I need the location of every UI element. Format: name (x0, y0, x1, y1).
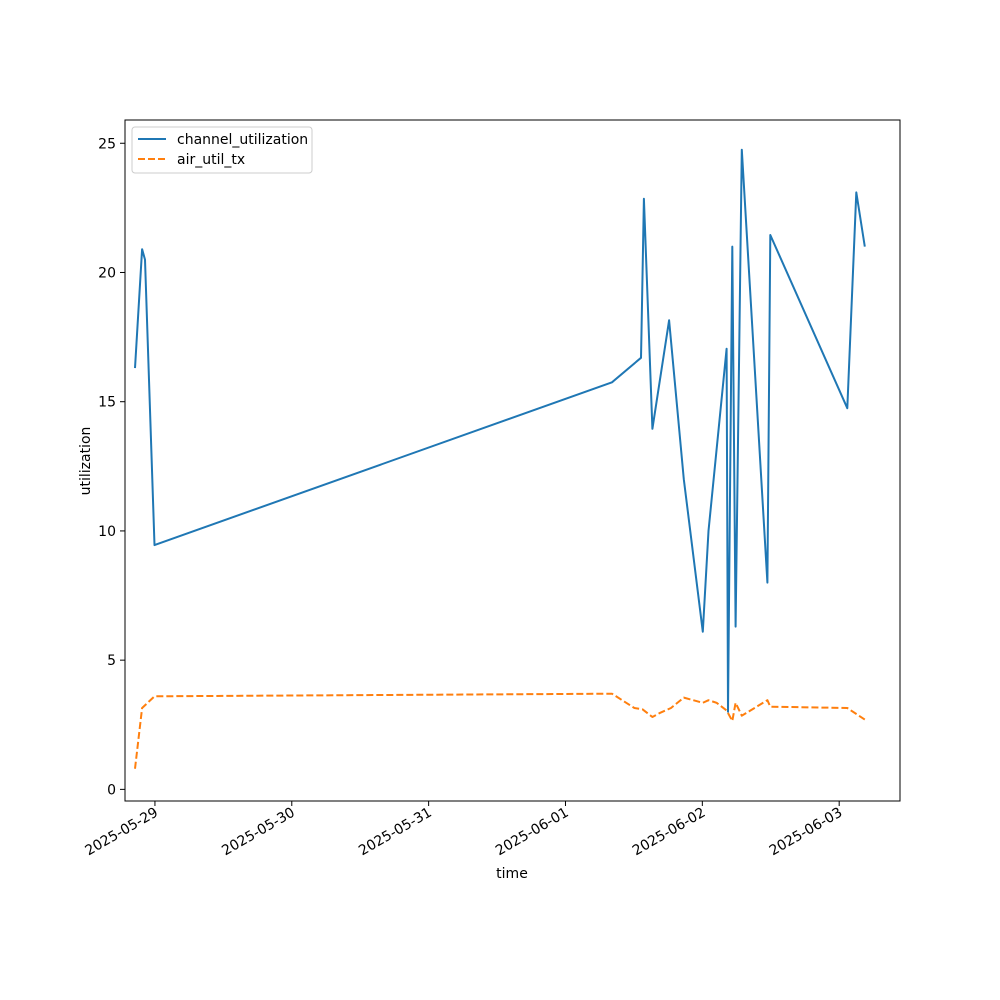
series-layer (134, 148, 866, 769)
legend-label-channel-utilization: channel_utilization (177, 132, 308, 148)
series-line-channel-utilization (134, 148, 866, 713)
y-tick-label: 20 (98, 265, 116, 281)
series-line-air-util-tx (134, 692, 866, 769)
plot-area (124, 119, 901, 802)
plot-background (125, 120, 900, 801)
x-axis-label: time (496, 866, 528, 882)
legend-label-air-util-tx: air_util_tx (177, 152, 245, 168)
y-tick-label: 5 (107, 653, 116, 669)
legend: channel_utilization air_util_tx (131, 126, 313, 174)
y-tick-label: 25 (98, 136, 116, 152)
y-axis-label: utilization (78, 427, 94, 496)
plot-frame (124, 119, 901, 802)
y-axis: 0 5 10 15 20 25 (98, 136, 125, 798)
y-tick-label: 10 (98, 524, 116, 540)
legend-box (131, 126, 313, 174)
y-tick-label: 15 (98, 395, 116, 411)
y-tick-label: 0 (107, 782, 116, 798)
